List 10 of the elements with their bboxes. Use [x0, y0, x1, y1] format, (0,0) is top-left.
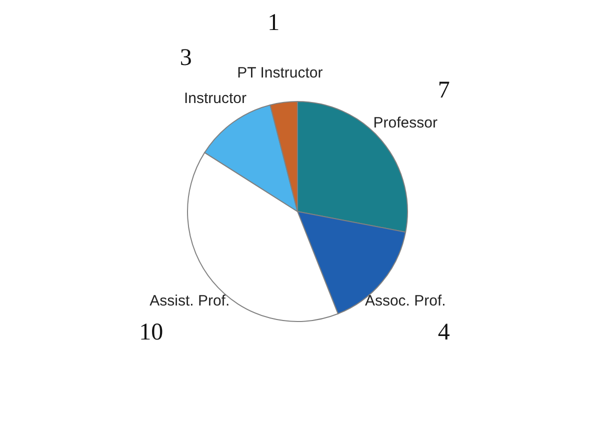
data-label: 3 [180, 44, 192, 71]
slice-label: Instructor [184, 90, 246, 108]
data-label: 7 [438, 77, 450, 104]
data-label: 4 [438, 320, 450, 346]
slice-label: Assist. Prof. [150, 292, 230, 310]
data-label: 10 [139, 320, 164, 346]
slice-label: PT Instructor [237, 64, 323, 82]
slice-label: Professor [373, 114, 438, 132]
slice-label: Assoc. Prof. [364, 292, 446, 310]
data-label: 1 [268, 10, 280, 36]
